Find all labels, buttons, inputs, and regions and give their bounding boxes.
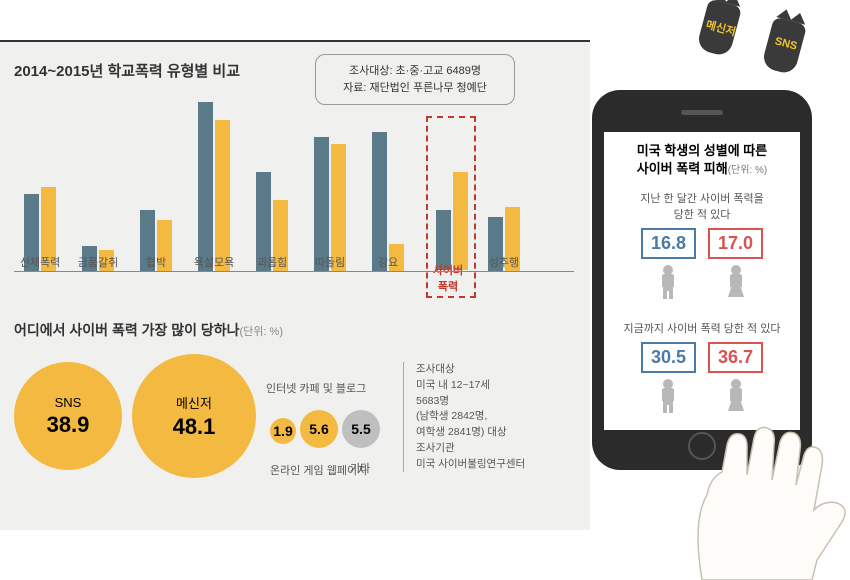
survey-line: 조사대상	[416, 362, 573, 378]
phone-illustration: 메신저 SNS 미국 학생의 성별에 따른 사이버 폭력 피해(단위: %) 지…	[582, 50, 842, 530]
stat-value-female: 17.0	[708, 228, 763, 259]
bar-category-label: 금품갈취	[69, 254, 127, 270]
stat-section-label: 지난 한 달간 사이버 폭력을당한 적 있다	[612, 190, 792, 222]
stat-value-female: 36.7	[708, 342, 763, 373]
male-icon	[653, 263, 683, 308]
bar-2014	[314, 137, 329, 272]
bubble-unit: (단위: %)	[240, 326, 283, 338]
stat-item: 17.0	[708, 228, 763, 308]
bubble: 5.6	[300, 410, 338, 448]
survey-line: 조사기관	[416, 441, 573, 457]
bomb-icon-sns: SNS	[767, 20, 801, 72]
bar-chart-title: 2014~2015년 학교폭력 유형별 비교	[14, 60, 240, 81]
bar-category-label: 신체폭력	[11, 254, 69, 270]
bubble-caption: 기타	[350, 460, 370, 476]
bar-category-label: 협박	[127, 254, 185, 270]
bubble: SNS 38.9	[14, 362, 122, 470]
bubble-label: SNS	[55, 395, 82, 410]
survey-line: (남학생 2842명,	[416, 409, 573, 425]
bar-category-label: 따돌림	[301, 254, 359, 270]
survey-line: 미국 내 12~17세	[416, 378, 573, 394]
female-icon	[721, 263, 751, 308]
bar-category-label: 욕설모욕	[185, 254, 243, 270]
stat-value-male: 16.8	[641, 228, 696, 259]
survey-line: 미국 사이버불링연구센터	[416, 457, 573, 473]
survey-line: 여학생 2841명) 대상	[416, 425, 573, 441]
bubble: 5.5	[342, 410, 380, 448]
stat-item: 16.8	[641, 228, 696, 308]
bomb-icon-messenger: 메신저	[702, 2, 736, 54]
bar-category-label: 괴롭힘	[243, 254, 301, 270]
bubble-value: 48.1	[173, 414, 216, 440]
info-line: 조사대상: 초·중·고교 6489명	[328, 63, 502, 80]
bar-chart: 신체폭력금품갈취협박욕설모욕괴롭힘따돌림강요사이버폭력성추행	[14, 90, 574, 300]
bar-2014	[372, 132, 387, 272]
survey-line: 5683명	[416, 394, 573, 410]
bar-2015	[215, 120, 230, 272]
bar-2014	[436, 210, 451, 270]
bubble-chart-title: 어디에서 사이버 폭력 가장 많이 당하나(단위: %)	[14, 320, 283, 340]
bar-2014	[198, 102, 213, 272]
bar-category-label: 성추행	[475, 254, 533, 270]
bar-category-label: 사이버폭력	[419, 262, 477, 294]
bubble-value: 5.5	[351, 421, 370, 437]
bubble: 1.9	[270, 418, 296, 444]
phone-screen: 미국 학생의 성별에 따른 사이버 폭력 피해(단위: %) 지난 한 달간 사…	[604, 132, 800, 430]
bar-2015	[331, 144, 346, 272]
bar-baseline	[14, 271, 574, 272]
bar-category-label: 강요	[359, 254, 417, 270]
main-chart-panel: 2014~2015년 학교폭력 유형별 비교 조사대상: 초·중·고교 6489…	[0, 40, 590, 530]
bubble-caption: 인터넷 카페 및 블로그	[266, 380, 366, 396]
hand-icon	[672, 400, 850, 580]
phone-title: 미국 학생의 성별에 따른 사이버 폭력 피해(단위: %)	[612, 142, 792, 178]
stat-section-label: 지금까지 사이버 폭력 당한 적 있다	[612, 320, 792, 336]
bar-2015	[453, 172, 468, 270]
bubble: 메신저 48.1	[132, 354, 256, 478]
bubble-chart: SNS38.9메신저48.11.95.65.5인터넷 카페 및 블로그온라인 게…	[14, 342, 394, 512]
us-survey-info: 조사대상미국 내 12~17세5683명(남학생 2842명,여학생 2841명…	[403, 362, 573, 472]
bubble-label: 메신저	[176, 393, 212, 412]
bubble-value: 5.6	[309, 421, 328, 437]
bubble-value: 1.9	[273, 423, 292, 439]
bubble-title-text: 어디에서 사이버 폭력 가장 많이 당하나	[14, 322, 240, 338]
bubble-value: 38.9	[47, 412, 90, 438]
stat-value-male: 30.5	[641, 342, 696, 373]
stat-row: 16.8 17.0	[612, 228, 792, 308]
